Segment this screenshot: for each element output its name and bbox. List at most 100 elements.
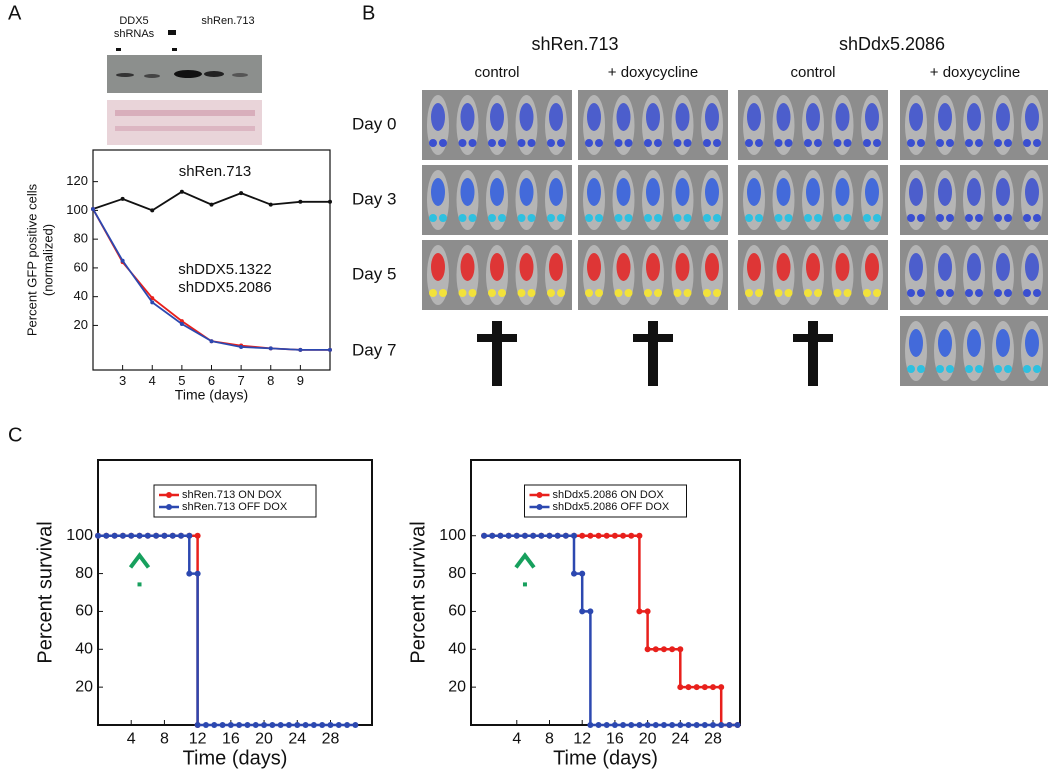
signal	[675, 178, 690, 206]
y-tick-label: 60	[74, 259, 88, 274]
data-point	[335, 722, 342, 728]
signal	[549, 178, 563, 206]
signal	[833, 289, 842, 297]
signal	[814, 139, 822, 147]
y-tick-label: 80	[75, 565, 93, 582]
signal	[843, 139, 852, 147]
data-point	[244, 722, 251, 728]
x-tick-label: 16	[222, 731, 240, 748]
data-point	[652, 646, 659, 653]
data-point	[579, 608, 586, 615]
signal	[683, 139, 692, 147]
data-point	[628, 722, 635, 728]
signal	[907, 365, 915, 373]
signal	[624, 139, 633, 147]
data-point	[261, 722, 268, 728]
signal	[806, 253, 820, 281]
signal	[967, 253, 981, 281]
signal	[519, 103, 534, 131]
signal	[967, 178, 981, 206]
signal	[675, 103, 690, 131]
x-tick-label: 8	[160, 731, 169, 748]
data-point	[186, 570, 193, 577]
signal	[909, 329, 923, 357]
signal	[1025, 253, 1039, 281]
signal	[517, 139, 526, 147]
signal	[595, 214, 603, 222]
signal	[776, 253, 791, 281]
data-point	[150, 208, 155, 213]
signal	[863, 289, 871, 297]
group-label: shDdx5.2086	[839, 34, 945, 54]
signal	[713, 214, 721, 222]
x-tick-label: 4	[512, 731, 521, 748]
band	[174, 70, 202, 78]
x-axis-label: Time (days)	[553, 748, 658, 770]
data-point	[628, 532, 635, 539]
signal	[965, 139, 973, 147]
x-tick-label: 16	[606, 731, 624, 748]
signal	[557, 289, 565, 297]
data-point	[169, 532, 176, 539]
signal	[1023, 214, 1031, 222]
blot-label: shRNAs	[114, 28, 155, 40]
data-point	[227, 722, 234, 728]
x-tick-label: 8	[267, 373, 274, 388]
signal	[654, 214, 662, 222]
signal	[774, 289, 783, 297]
row-label: Day 3	[352, 189, 396, 208]
signal	[1004, 139, 1012, 147]
signal	[975, 139, 983, 147]
signal	[646, 103, 660, 131]
signal	[490, 103, 504, 131]
data-point	[669, 722, 676, 728]
data-point	[310, 722, 317, 728]
signal	[784, 289, 793, 297]
legend-label: shDDX5.1322	[178, 261, 271, 278]
signal	[644, 214, 652, 222]
y-tick-label: 80	[448, 565, 466, 582]
data-point	[644, 646, 651, 653]
signal	[917, 214, 925, 222]
signal	[490, 178, 504, 206]
signal	[873, 214, 881, 222]
data-point	[620, 722, 627, 728]
data-point	[636, 608, 643, 615]
signal	[624, 214, 633, 222]
signal	[713, 139, 721, 147]
signal	[917, 139, 925, 147]
data-point	[505, 532, 512, 539]
signal	[431, 178, 445, 206]
y-tick-label: 40	[75, 641, 93, 658]
legend-label: shDdx5.2086 OFF DOX	[553, 501, 670, 513]
signal	[994, 214, 1002, 222]
signal	[996, 253, 1010, 281]
condition-label: control	[474, 64, 519, 81]
signal	[755, 139, 763, 147]
signal	[745, 289, 753, 297]
data-point	[701, 684, 708, 691]
data-point	[194, 532, 201, 539]
data-point	[194, 722, 201, 728]
data-point	[95, 532, 101, 539]
data-point	[677, 722, 684, 728]
signal	[747, 253, 761, 281]
data-point	[644, 722, 651, 728]
signal	[557, 139, 565, 147]
data-point	[677, 646, 684, 653]
data-point	[298, 199, 303, 204]
signal	[458, 214, 467, 222]
signal	[747, 178, 761, 206]
data-point	[497, 532, 504, 539]
signal	[996, 178, 1010, 206]
lane-mark	[168, 30, 176, 35]
signal	[843, 289, 852, 297]
signal	[439, 214, 447, 222]
signal	[439, 289, 447, 297]
signal	[1033, 289, 1041, 297]
data-point	[211, 722, 218, 728]
deceased-cross	[477, 334, 517, 342]
data-point	[209, 339, 214, 344]
signal	[784, 139, 793, 147]
band	[115, 110, 255, 116]
